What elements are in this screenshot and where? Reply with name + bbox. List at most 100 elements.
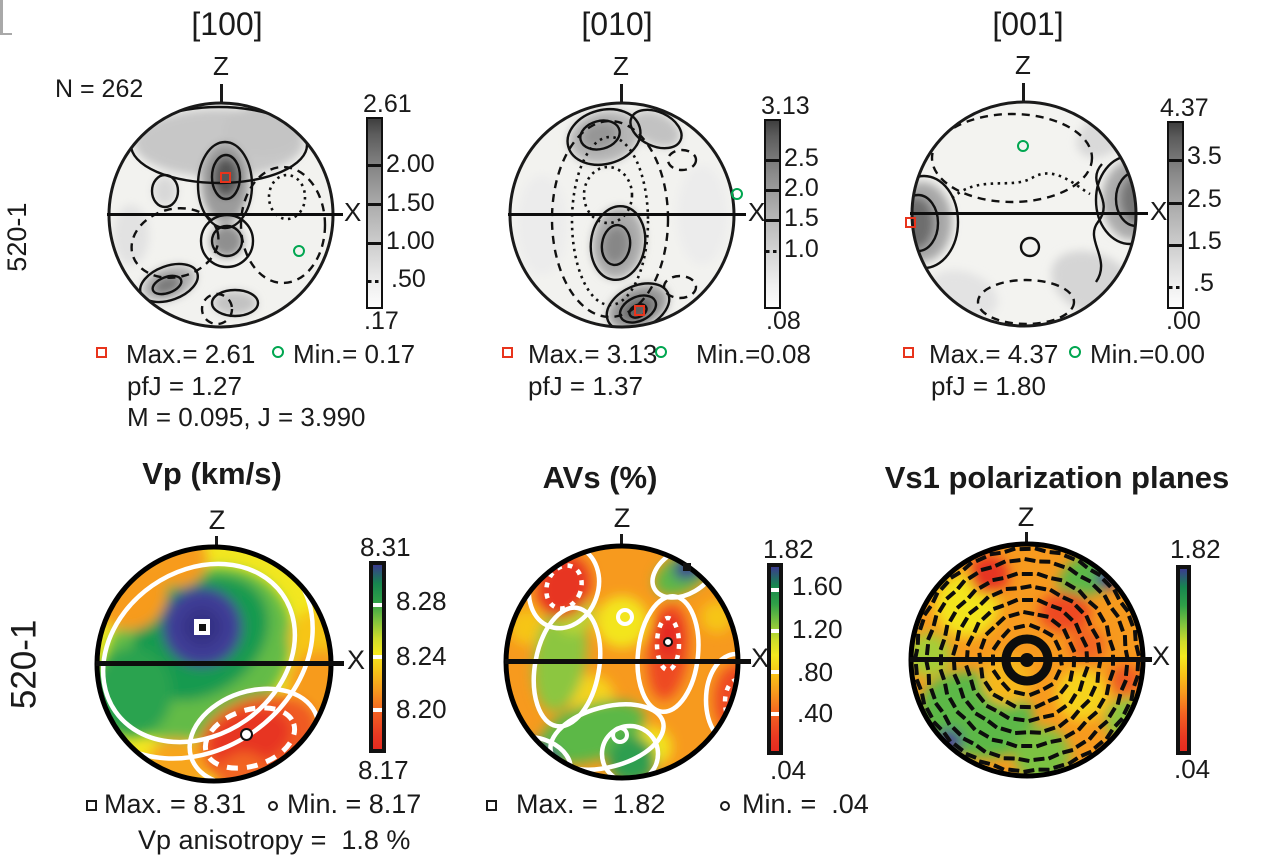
pf100-z-tick bbox=[220, 84, 223, 103]
avs-colorbar-tick bbox=[771, 629, 779, 633]
avs-colorbar-max-label: 1.82 bbox=[763, 534, 814, 564]
avs-legend-min-icon bbox=[720, 801, 730, 811]
pf001-colorbar-tick bbox=[1169, 244, 1182, 247]
pf001-colorbar-tick-label: .5 bbox=[1193, 269, 1214, 297]
vs1-colorbar bbox=[1176, 565, 1191, 755]
vp-max-marker-square-icon bbox=[194, 619, 210, 635]
pf001-legend-max-label: Max.= 4.37 bbox=[929, 339, 1059, 369]
pf001-x-label: X bbox=[1150, 196, 1168, 226]
vp-min-marker-circle-icon bbox=[240, 728, 253, 741]
pf010-x-label: X bbox=[748, 197, 766, 227]
pf001-z-tick bbox=[1022, 83, 1025, 102]
pf010-legend-min-label: Min.=0.08 bbox=[696, 339, 811, 369]
pf001-colorbar bbox=[1167, 121, 1184, 309]
pf010-colorbar-tick bbox=[766, 159, 779, 162]
pf001-colorbar-tick-label: 3.5 bbox=[1187, 142, 1222, 170]
vs1-equator-line bbox=[910, 657, 1152, 662]
vp-colorbar-tick-label: 8.20 bbox=[396, 694, 447, 724]
pf001-colorbar-tick bbox=[1169, 159, 1182, 162]
avs-colorbar-tick-label: 1.20 bbox=[792, 614, 843, 644]
vp-legend-min-icon bbox=[268, 801, 278, 811]
vp-anisotropy-label: Vp anisotropy = 1.8 % bbox=[138, 825, 411, 855]
pf100-legend-max-icon bbox=[96, 347, 107, 358]
pf001-z-label: Z bbox=[1015, 50, 1031, 80]
pf001-colorbar-max-label: 4.37 bbox=[1160, 94, 1209, 122]
avs-colorbar-tick bbox=[771, 588, 779, 592]
avs-colorbar-tick bbox=[771, 670, 779, 674]
pf010-colorbar bbox=[764, 119, 781, 309]
pf100-legend-min-icon bbox=[272, 346, 284, 358]
pf001-legend-min-icon bbox=[1069, 346, 1081, 358]
avs-min-marker-circle-icon bbox=[663, 637, 673, 647]
vp-equator-line bbox=[96, 661, 344, 666]
vs1-colorbar-max-label: 1.82 bbox=[1170, 534, 1221, 564]
pf001-legend-max-icon bbox=[903, 347, 914, 358]
pf100-x-label: X bbox=[344, 197, 362, 227]
pf001-legend-min-label: Min.=0.00 bbox=[1090, 339, 1205, 369]
vs1-polarization-dashes bbox=[913, 546, 1141, 774]
pf001-colorbar-tick bbox=[1169, 202, 1182, 205]
avs-colorbar-tick-label: .40 bbox=[797, 698, 834, 728]
pf100-colorbar-tick bbox=[368, 203, 381, 206]
vp-colorbar-tick bbox=[373, 655, 382, 659]
pf010-equator-line bbox=[508, 213, 746, 216]
vp-colorbar bbox=[369, 561, 386, 753]
avs-colorbar-tick-label: 1.60 bbox=[792, 571, 843, 601]
pf010-min-marker-circle-icon bbox=[731, 188, 743, 200]
pf010-colorbar-min-label: .08 bbox=[766, 307, 801, 335]
pf010-legend-min-icon bbox=[655, 346, 667, 358]
vp-colorbar-tick-label: 8.24 bbox=[396, 641, 447, 671]
pf100-colorbar-tick bbox=[368, 164, 381, 167]
vp-colorbar-tick bbox=[373, 708, 382, 712]
pf010-max-marker-square-icon bbox=[634, 305, 645, 316]
avs-equator-line bbox=[505, 659, 751, 664]
pf100-title: [100] bbox=[191, 6, 263, 42]
pf100-colorbar-tick-label: 1.50 bbox=[386, 189, 435, 217]
pf010-colorbar-tick-label: 2.0 bbox=[784, 174, 819, 202]
vp-title: Vp (km/s) bbox=[142, 456, 282, 491]
pf001-max-marker-square-icon bbox=[905, 217, 916, 228]
pf001-title: [001] bbox=[992, 6, 1064, 42]
pf010-colorbar-tick bbox=[766, 219, 779, 222]
vs1-x-label: X bbox=[1152, 641, 1171, 671]
vp-legend-max-label: Max. = 8.31 bbox=[104, 789, 246, 819]
vp-colorbar-max-label: 8.31 bbox=[360, 532, 411, 562]
avs-legend-min-label: Min. = .04 bbox=[742, 789, 869, 819]
pf010-pfj-label: pfJ = 1.37 bbox=[528, 371, 643, 401]
avs-title: AVs (%) bbox=[542, 460, 658, 495]
avs-colorbar bbox=[767, 563, 783, 755]
vs1-title: Vs1 polarization planes bbox=[884, 460, 1230, 495]
pf100-colorbar-tick bbox=[368, 280, 381, 283]
corner-artifact bbox=[0, 0, 12, 35]
avs-legend-max-icon bbox=[486, 800, 497, 811]
avs-x-label: X bbox=[751, 643, 770, 673]
pf100-colorbar-tick bbox=[368, 242, 381, 245]
pf010-z-label: Z bbox=[613, 51, 629, 81]
pf010-title: [010] bbox=[581, 6, 653, 42]
avs-z-label: Z bbox=[613, 503, 631, 533]
pf100-stereonet bbox=[107, 101, 335, 329]
pf010-colorbar-tick bbox=[766, 250, 779, 253]
avs-legend-max-label: Max. = 1.82 bbox=[516, 789, 666, 819]
row1-sample-label: 520-1 bbox=[1, 202, 32, 272]
vp-z-tick bbox=[215, 536, 218, 548]
pf100-legend-min-label: Min.= 0.17 bbox=[293, 339, 416, 369]
vp-legend-min-label: Min. = 8.17 bbox=[287, 789, 422, 819]
avs-colorbar-min-label: .04 bbox=[770, 755, 807, 785]
pf010-colorbar-max-label: 3.13 bbox=[761, 92, 810, 120]
vs1-colorbar-min-label: .04 bbox=[1174, 754, 1211, 784]
pf001-equator-line bbox=[910, 212, 1148, 215]
pf100-z-label: Z bbox=[213, 51, 229, 81]
pf001-colorbar-tick-label: 1.5 bbox=[1187, 227, 1222, 255]
vp-colorbar-tick-label: 8.28 bbox=[396, 586, 447, 616]
pf010-colorbar-tick-label: 1.0 bbox=[784, 235, 819, 263]
pf100-colorbar-tick-label: .50 bbox=[391, 265, 426, 293]
vs1-z-label: Z bbox=[1017, 502, 1035, 532]
pf010-legend-max-label: Max.= 3.13 bbox=[528, 339, 658, 369]
pf100-colorbar-min-label: .17 bbox=[364, 307, 399, 335]
pf001-min-marker-circle-icon bbox=[1017, 140, 1029, 152]
pf010-colorbar-tick-label: 2.5 bbox=[784, 144, 819, 172]
pf100-max-marker-square-icon bbox=[220, 172, 231, 183]
pf100-equator-line bbox=[107, 213, 343, 216]
